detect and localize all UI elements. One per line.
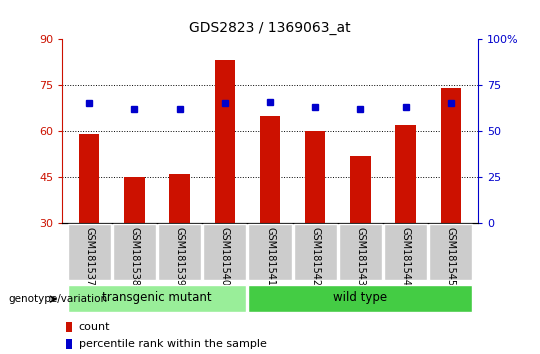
Bar xyxy=(214,61,235,223)
Text: GSM181543: GSM181543 xyxy=(355,227,366,286)
Text: GSM181540: GSM181540 xyxy=(220,227,230,286)
Bar xyxy=(66,322,72,332)
Bar xyxy=(66,339,72,349)
Bar xyxy=(305,131,326,223)
FancyBboxPatch shape xyxy=(68,285,246,312)
Text: count: count xyxy=(79,322,110,332)
Title: GDS2823 / 1369063_at: GDS2823 / 1369063_at xyxy=(189,21,351,35)
Text: transgenic mutant: transgenic mutant xyxy=(102,291,212,304)
Bar xyxy=(441,88,461,223)
FancyBboxPatch shape xyxy=(248,224,292,280)
Text: GSM181537: GSM181537 xyxy=(84,227,94,286)
Text: wild type: wild type xyxy=(333,291,388,304)
Text: GSM181538: GSM181538 xyxy=(130,227,139,286)
Text: GSM181541: GSM181541 xyxy=(265,227,275,286)
Text: GSM181545: GSM181545 xyxy=(446,227,456,286)
FancyBboxPatch shape xyxy=(113,224,156,280)
Bar xyxy=(124,177,145,223)
Text: GSM181544: GSM181544 xyxy=(401,227,410,286)
Bar xyxy=(170,174,190,223)
Bar xyxy=(79,134,99,223)
FancyBboxPatch shape xyxy=(158,224,201,280)
Text: percentile rank within the sample: percentile rank within the sample xyxy=(79,339,267,349)
FancyBboxPatch shape xyxy=(68,224,111,280)
Bar xyxy=(395,125,416,223)
Text: GSM181539: GSM181539 xyxy=(174,227,185,286)
Text: GSM181542: GSM181542 xyxy=(310,227,320,286)
FancyBboxPatch shape xyxy=(294,224,337,280)
FancyBboxPatch shape xyxy=(248,285,472,312)
FancyBboxPatch shape xyxy=(203,224,246,280)
FancyBboxPatch shape xyxy=(339,224,382,280)
FancyBboxPatch shape xyxy=(429,224,472,280)
FancyBboxPatch shape xyxy=(384,224,427,280)
Text: genotype/variation: genotype/variation xyxy=(8,294,107,304)
Bar xyxy=(350,155,370,223)
Bar xyxy=(260,116,280,223)
